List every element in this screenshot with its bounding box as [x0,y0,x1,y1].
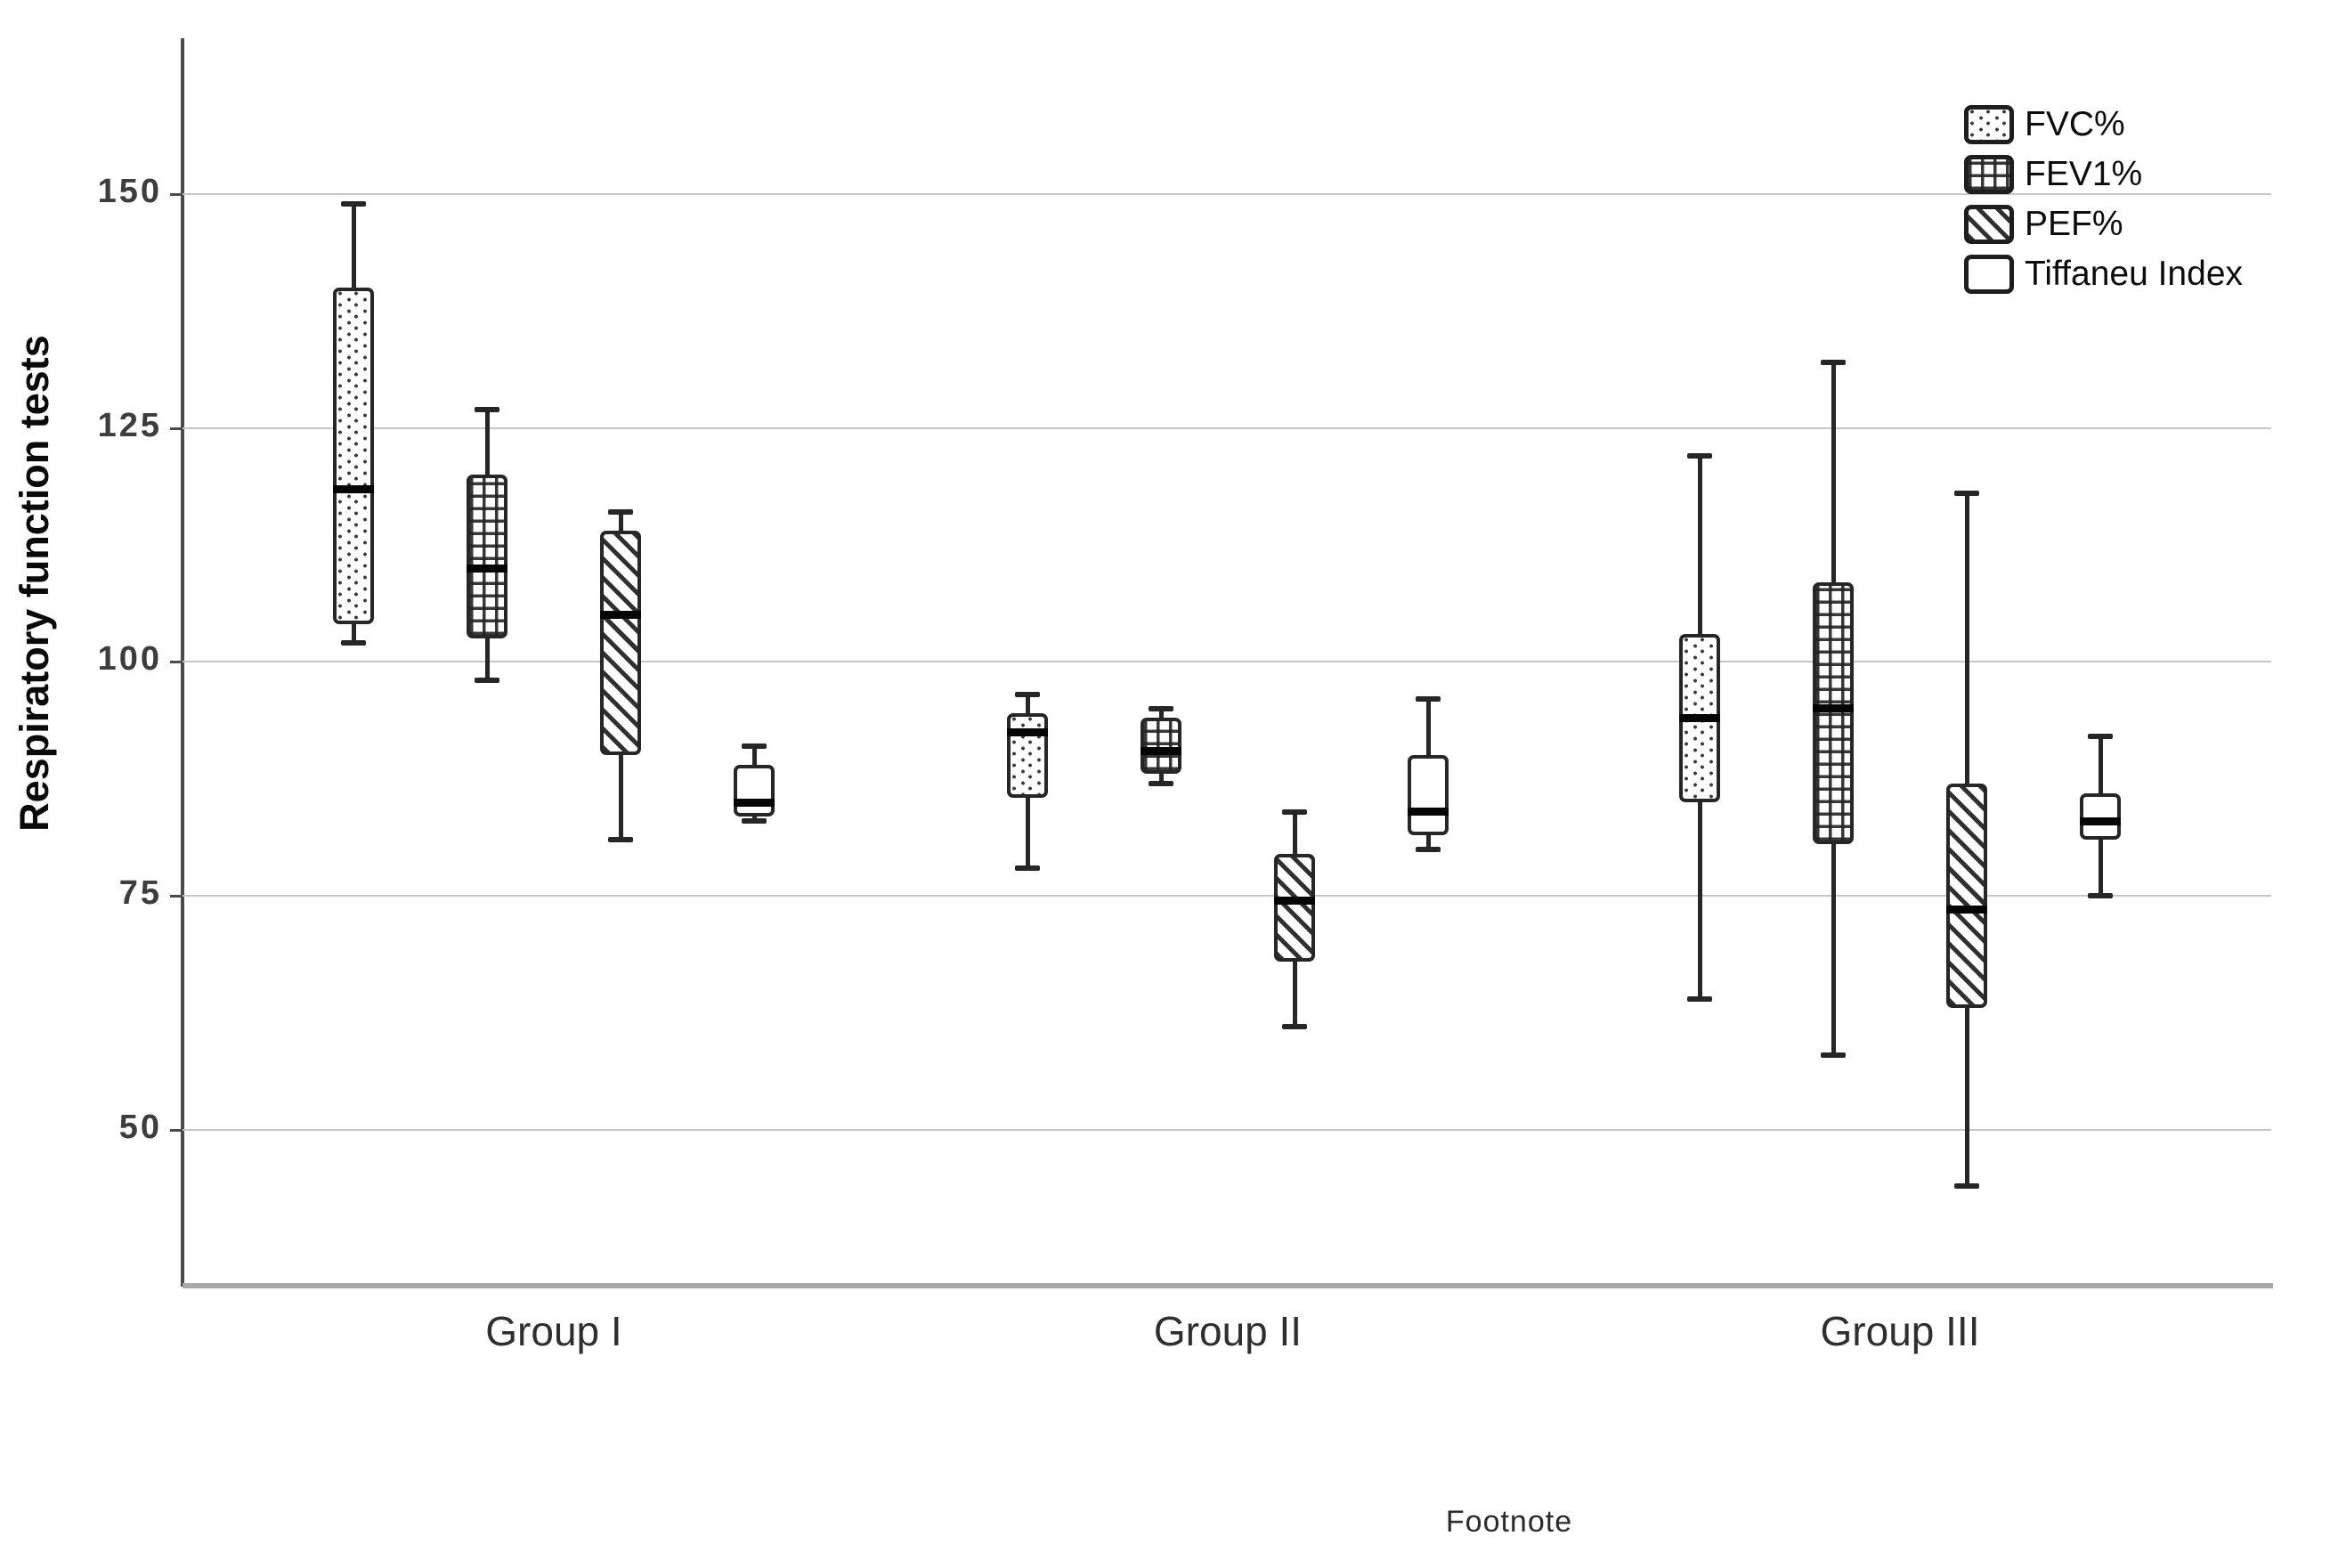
median-fvc-group-3 [1679,713,1720,722]
gridline-150 [183,193,2271,195]
boxplot-fvc-group-2 [1007,713,1048,798]
legend: FVC% FEV1% PEF% Tiffaneu Index [1964,100,2243,299]
x-axis-label-group-2: Group II [1153,1308,1303,1354]
y-tick-125 [170,427,182,430]
whisker-cap-high-fvc-group-3 [1687,453,1712,459]
legend-label-tiffaneu: Tiffaneu Index [2025,255,2244,293]
x-axis-label-group-1: Group I [485,1308,622,1354]
whisker-cap-low-fvc-group-3 [1687,995,1712,1002]
median-fev1-group-2 [1141,746,1181,755]
legend-item-fvc: FVC% [1964,100,2243,150]
median-tiffaneuindex-group-1 [734,798,775,807]
boxplot-fev1-group-1 [467,475,507,639]
gridline-100 [183,661,2271,663]
whisker-cap-low-fvc-group-1 [341,640,366,646]
boxplot-pef-group-3 [1946,784,1987,1009]
whisker-cap-low-pef-group-2 [1282,1024,1307,1030]
whisker-cap-high-fev1-group-1 [475,406,499,412]
median-fvc-group-1 [333,484,374,493]
boxplot-tiffaneuindex-group-1 [734,764,775,816]
fev1-pattern-swatch-icon [1964,155,2014,194]
y-axis-title: Respiratory function tests [12,335,57,832]
y-tick-label-50: 50 [118,1108,162,1146]
whisker-cap-low-fev1-group-2 [1149,781,1173,786]
legend-item-pef: PEF% [1964,199,2243,249]
pef-pattern-swatch-icon [1964,205,2014,244]
gridline-75 [183,895,2271,898]
median-pef-group-3 [1946,906,1987,914]
boxplot-tiffaneuindex-group-2 [1408,755,1449,835]
legend-label-pef: PEF% [2025,205,2123,243]
whisker-cap-low-tiffaneuindex-group-1 [742,818,767,825]
legend-item-tiffaneu: Tiffaneu Index [1964,249,2243,299]
tiffaneu-pattern-swatch-icon [1964,255,2014,294]
y-tick-label-150: 150 [97,173,162,210]
y-tick-label-100: 100 [97,640,162,678]
median-fev1-group-3 [1813,704,1854,713]
median-fev1-group-1 [467,564,507,573]
legend-label-fev1: FEV1% [2025,155,2143,193]
median-pef-group-2 [1274,896,1315,905]
median-tiffaneuindex-group-3 [2080,816,2121,825]
boxplot-pef-group-1 [600,531,641,756]
boxplot-tiffaneuindex-group-3 [2080,792,2121,841]
whisker-cap-low-fev1-group-1 [475,678,499,684]
legend-label-fvc: FVC% [2025,105,2125,143]
whisker-cap-high-fev1-group-3 [1821,360,1846,366]
y-tick-label-125: 125 [97,406,162,444]
fvc-pattern-swatch-icon [1964,105,2014,144]
whisker-cap-high-tiffaneuindex-group-3 [2088,734,2113,740]
y-tick-50 [170,1128,182,1132]
legend-item-fev1: FEV1% [1964,150,2243,199]
whisker-cap-low-tiffaneuindex-group-2 [1416,846,1441,852]
gridline-50 [183,1128,2271,1131]
whisker-cap-low-fvc-group-2 [1015,865,1040,871]
boxplot-fev1-group-2 [1141,718,1181,775]
y-tick-150 [170,193,182,196]
x-axis-label-group-3: Group III [1820,1308,1980,1354]
whisker-cap-low-tiffaneuindex-group-3 [2088,893,2113,899]
x-axis-line [183,1283,2273,1288]
y-tick-100 [170,661,182,664]
whisker-cap-low-fev1-group-3 [1821,1052,1846,1058]
y-tick-label-75: 75 [118,874,162,913]
median-pef-group-1 [600,611,641,620]
whisker-cap-low-pef-group-3 [1954,1182,1979,1189]
whisker-cap-high-pef-group-2 [1282,808,1307,815]
whisker-cap-high-fvc-group-2 [1015,692,1040,698]
whisker-cap-high-pef-group-3 [1954,491,1979,497]
median-fvc-group-2 [1007,727,1048,736]
whisker-cap-high-fev1-group-2 [1149,705,1173,711]
whisker-cap-low-pef-group-1 [608,837,633,843]
whisker-cap-high-fvc-group-1 [341,200,366,207]
boxplot-pef-group-2 [1274,853,1315,962]
boxplot-fev1-group-3 [1813,582,1854,845]
x-axis-footnote: Footnote [1445,1505,1573,1539]
gridline-125 [183,427,2271,429]
whisker-cap-high-tiffaneuindex-group-2 [1416,696,1441,703]
whisker-cap-high-tiffaneuindex-group-1 [742,743,767,749]
median-tiffaneuindex-group-2 [1408,808,1449,816]
y-tick-75 [170,895,182,898]
whisker-cap-high-pef-group-1 [608,509,633,516]
boxplot-fvc-group-1 [333,288,374,625]
